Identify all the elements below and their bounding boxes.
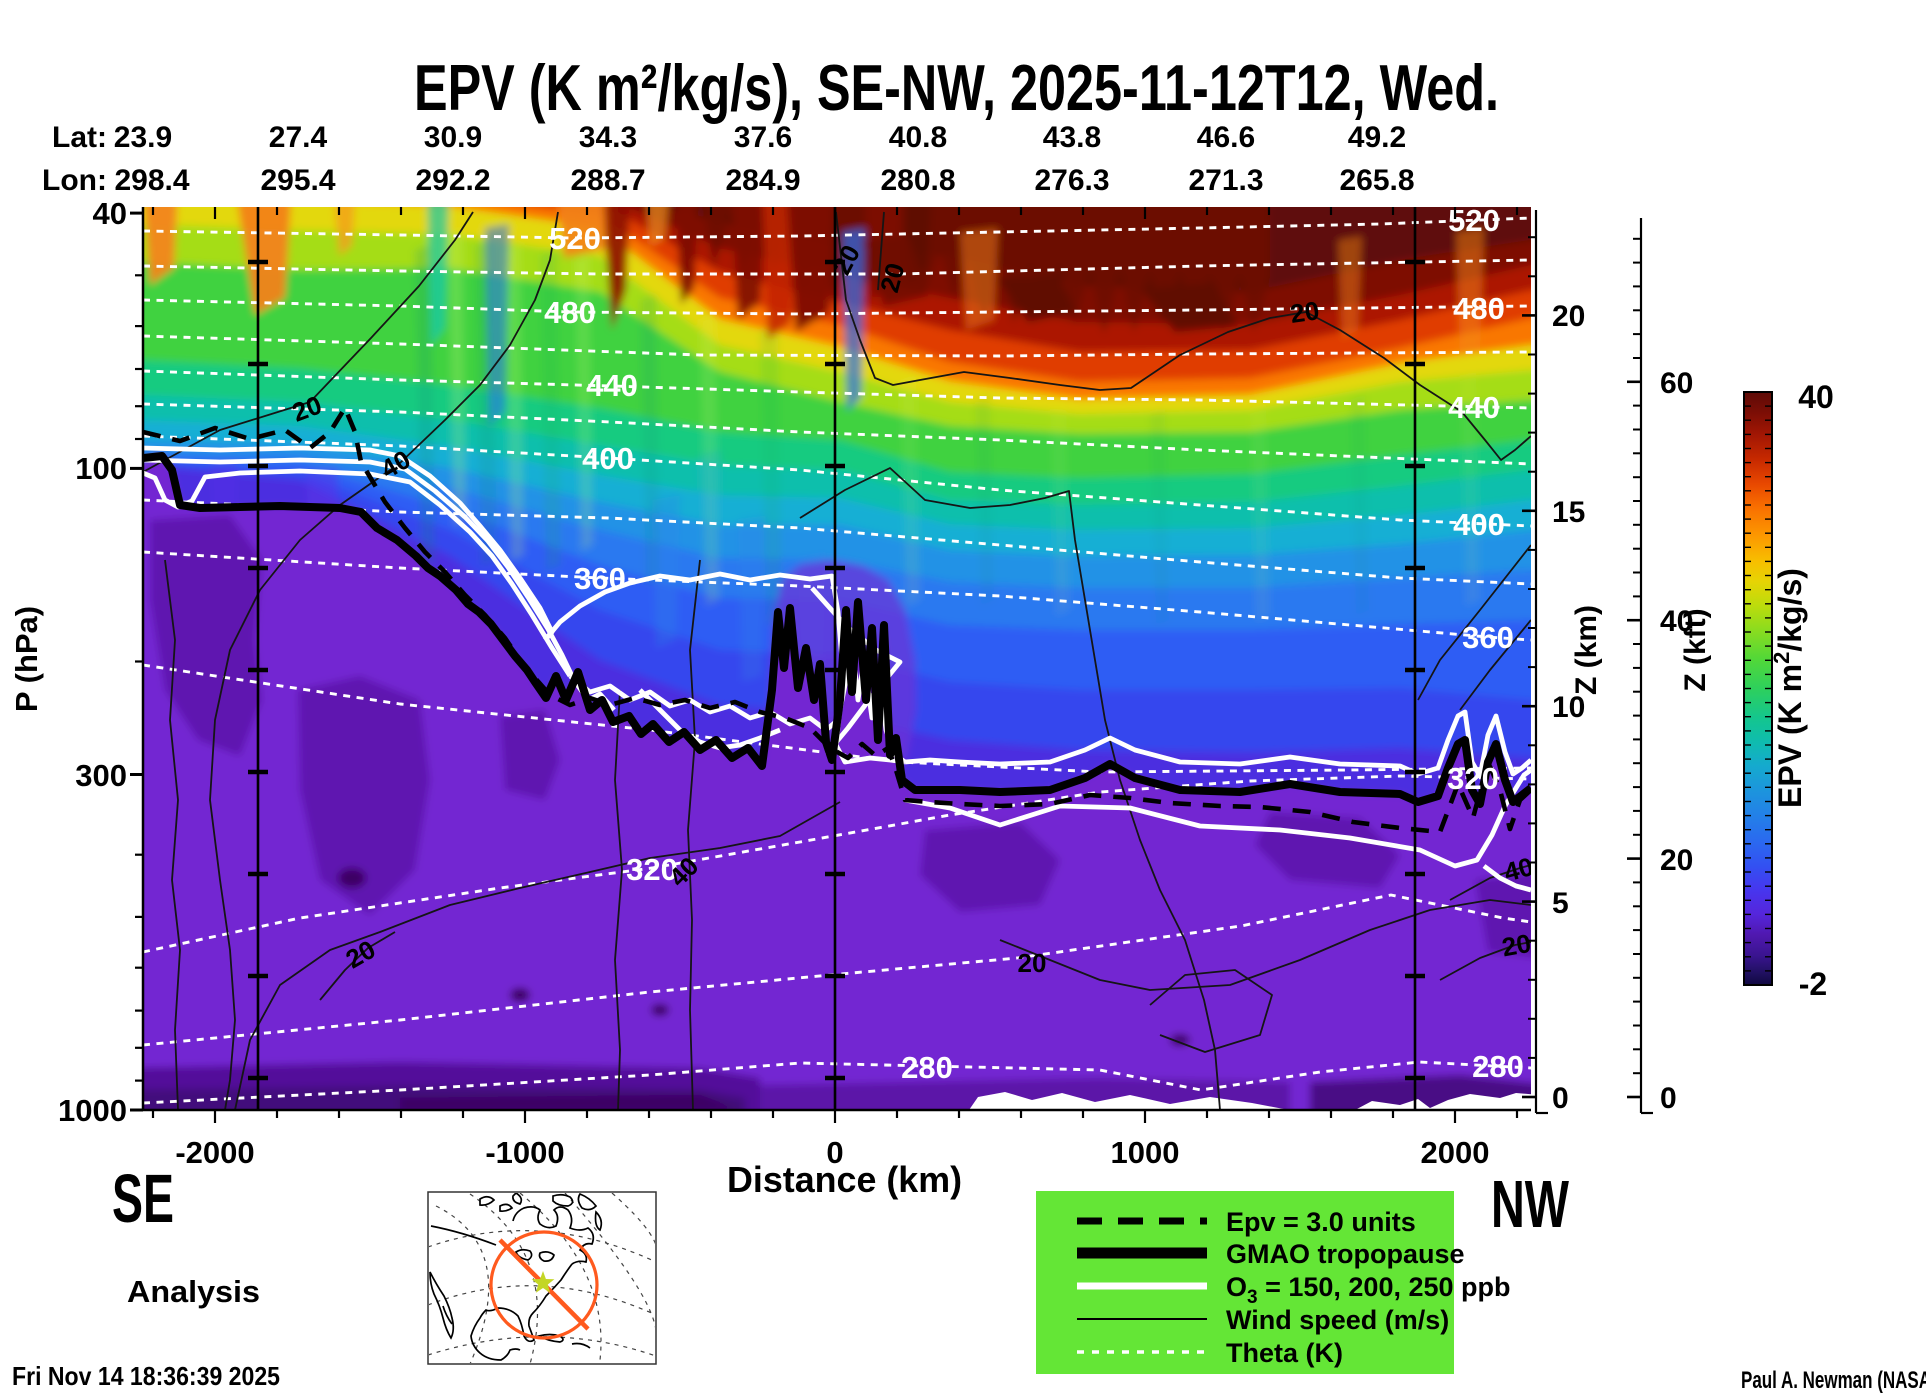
svg-text:40.8: 40.8 [889,121,947,154]
svg-text:EPV (K m²/kg/s), SE-NW, 2025-1: EPV (K m²/kg/s), SE-NW, 2025-11-12T12, W… [414,51,1499,124]
svg-text:Z (km): Z (km) [1570,605,1603,695]
svg-text:27.4: 27.4 [269,121,328,154]
svg-text:34.3: 34.3 [579,121,637,154]
svg-text:SE: SE [112,1160,174,1237]
svg-text:-1000: -1000 [485,1135,564,1170]
svg-text:265.8: 265.8 [1339,164,1414,197]
svg-text:-2: -2 [1799,966,1827,1002]
svg-text:40: 40 [1660,605,1693,638]
svg-text:Theta (K): Theta (K) [1226,1338,1343,1368]
svg-text:280: 280 [901,1050,953,1085]
svg-text:NW: NW [1491,1167,1570,1242]
svg-text:20: 20 [1552,300,1585,333]
svg-text:360: 360 [574,561,626,596]
svg-text:295.4: 295.4 [260,164,335,197]
svg-text:1000: 1000 [1111,1135,1180,1170]
svg-text:0: 0 [826,1135,843,1170]
svg-text:-2000: -2000 [175,1135,254,1170]
svg-text:Paul A. Newman (NASA: Paul A. Newman (NASA [1741,1367,1926,1394]
svg-text:440: 440 [1448,390,1500,425]
svg-text:280: 280 [1472,1049,1524,1084]
svg-text:1000: 1000 [58,1093,127,1128]
svg-text:40: 40 [93,196,127,231]
svg-text:100: 100 [75,451,127,486]
svg-text:320: 320 [1447,761,1499,796]
svg-text:288.7: 288.7 [570,164,645,197]
svg-text:292.2: 292.2 [415,164,490,197]
svg-text:Epv = 3.0 units: Epv = 3.0 units [1226,1207,1416,1237]
svg-text:20: 20 [1288,295,1321,329]
svg-text:320: 320 [626,852,678,887]
svg-text:30.9: 30.9 [424,121,482,154]
svg-text:15: 15 [1552,496,1585,529]
svg-text:37.6: 37.6 [734,121,792,154]
svg-text:440: 440 [586,368,638,403]
svg-text:Distance (km): Distance (km) [727,1159,962,1200]
svg-text:520: 520 [549,221,601,256]
svg-text:480: 480 [1453,291,1505,326]
svg-text:40: 40 [1798,379,1834,415]
svg-text:Lon:: Lon: [42,164,107,197]
svg-text:Wind speed (m/s): Wind speed (m/s) [1226,1305,1449,1335]
svg-text:298.4: 298.4 [114,164,189,197]
svg-text:Lat:: Lat: [52,121,107,154]
svg-text:EPV (K m2/kg/s): EPV (K m2/kg/s) [1769,568,1808,808]
svg-text:5: 5 [1552,887,1569,920]
svg-text:20: 20 [1660,844,1693,877]
svg-text:520: 520 [1448,203,1500,238]
svg-text:Fri Nov 14 18:36:39 2025: Fri Nov 14 18:36:39 2025 [12,1361,280,1391]
svg-text:2000: 2000 [1421,1135,1490,1170]
svg-text:0: 0 [1660,1082,1677,1115]
svg-text:480: 480 [544,295,596,330]
svg-text:49.2: 49.2 [1348,121,1406,154]
svg-text:280.8: 280.8 [880,164,955,197]
svg-text:400: 400 [1453,507,1505,542]
svg-text:43.8: 43.8 [1043,121,1101,154]
svg-text:20: 20 [1500,928,1534,963]
svg-text:23.9: 23.9 [114,121,172,154]
svg-text:Analysis: Analysis [127,1274,260,1309]
svg-text:46.6: 46.6 [1197,121,1255,154]
svg-text:360: 360 [1462,620,1514,655]
svg-text:P (hPa): P (hPa) [9,606,44,712]
svg-text:60: 60 [1660,367,1693,400]
svg-text:276.3: 276.3 [1034,164,1109,197]
svg-text:400: 400 [582,441,634,476]
svg-text:10: 10 [1552,691,1585,724]
svg-text:284.9: 284.9 [725,164,800,197]
svg-text:0: 0 [1552,1082,1569,1115]
svg-text:271.3: 271.3 [1188,164,1263,197]
svg-text:GMAO tropopause: GMAO tropopause [1226,1239,1465,1269]
svg-text:20: 20 [1018,948,1047,978]
svg-text:300: 300 [75,758,127,793]
svg-text:Z (kft): Z (kft) [1679,608,1712,691]
